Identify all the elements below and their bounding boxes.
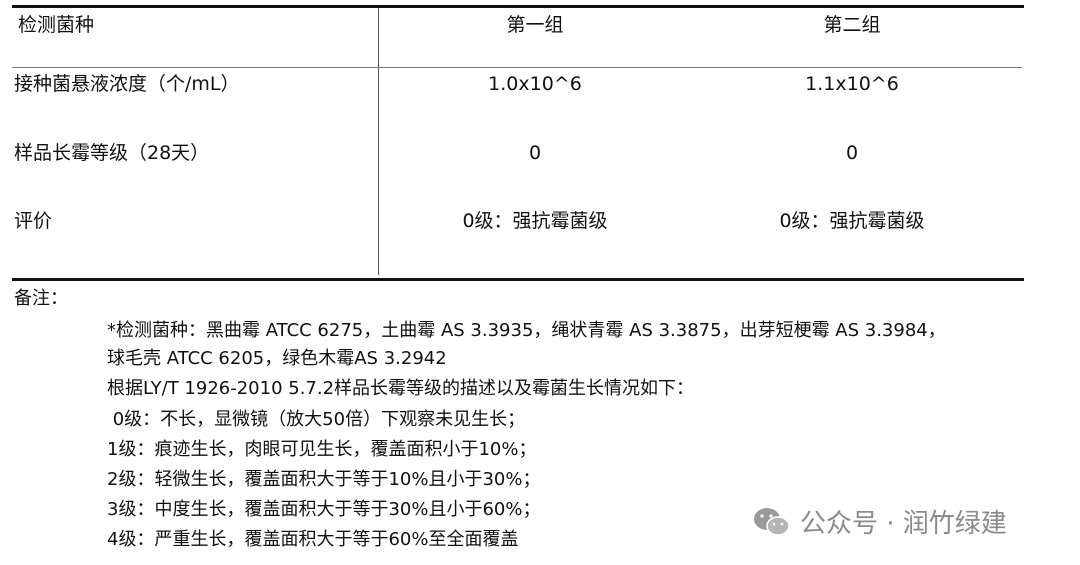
header-cell-strain: 检测菌种	[18, 14, 95, 36]
note-line: 3级：中度生长，覆盖面积大于等于30%且小于60%；	[107, 499, 541, 520]
cell-value: 0	[845, 142, 859, 164]
row-label: 接种菌悬液浓度（个/mL）	[14, 73, 240, 95]
note-line: *检测菌种：黑曲霉 ATCC 6275，土曲霉 AS 3.3935，绳状青霉 A…	[107, 320, 946, 341]
note-line: 根据LY/T 1926-2010 5.7.2样品长霉等级的描述以及霉菌生长情况如…	[107, 378, 695, 399]
cell-value: 0	[528, 142, 542, 164]
header-cell-group2: 第二组	[823, 14, 881, 36]
wechat-icon	[754, 507, 790, 536]
watermark-text: 公众号 · 润竹绿建	[800, 509, 1007, 539]
table-bottom-rule	[12, 278, 1024, 281]
cell-value: 0级：强抗霉菌级	[779, 210, 925, 232]
note-line: 2级：轻微生长，覆盖面积大于等于10%且小于30%；	[107, 469, 541, 490]
watermark: 公众号 · 润竹绿建	[752, 503, 1007, 540]
note-line: 球毛壳 ATCC 6205，绿色木霉AS 3.2942	[107, 348, 447, 369]
row-label: 评价	[14, 210, 53, 232]
notes-label: 备注：	[14, 288, 68, 309]
cell-value: 1.1x10^6	[805, 73, 899, 95]
header-cell-group1: 第一组	[506, 14, 564, 36]
cell-value: 1.0x10^6	[488, 73, 582, 95]
cell-value: 0级：强抗霉菌级	[462, 210, 608, 232]
table-top-rule	[12, 5, 1024, 8]
note-line: 4级：严重生长，覆盖面积大于等于60%至全面覆盖	[107, 529, 519, 550]
note-line: 1级：痕迹生长，肉眼可见生长，覆盖面积小于10%；	[107, 439, 537, 460]
note-line: 0级：不长，显微镜（放大50倍）下观察未见生长；	[107, 409, 526, 430]
header-divider	[12, 67, 1022, 68]
row-label: 样品长霉等级（28天）	[14, 142, 210, 164]
column-divider	[378, 8, 379, 275]
